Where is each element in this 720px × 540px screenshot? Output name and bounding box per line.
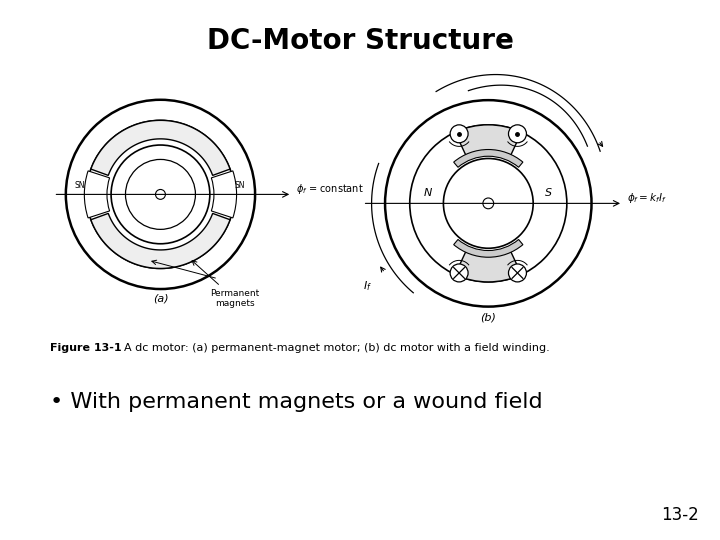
Circle shape	[111, 145, 210, 244]
Text: • With permanent magnets or a wound field: • With permanent magnets or a wound fiel…	[50, 392, 543, 413]
Circle shape	[86, 120, 235, 268]
Circle shape	[508, 264, 526, 282]
Circle shape	[385, 100, 592, 307]
Text: SN: SN	[75, 181, 86, 190]
Circle shape	[508, 125, 526, 143]
Text: SN: SN	[234, 181, 245, 190]
Wedge shape	[455, 125, 521, 157]
Wedge shape	[455, 250, 521, 282]
Polygon shape	[91, 213, 230, 268]
Wedge shape	[84, 171, 109, 218]
Text: S: S	[545, 188, 552, 198]
Text: A dc motor: (a) permanent-magnet motor; (b) dc motor with a field winding.: A dc motor: (a) permanent-magnet motor; …	[117, 343, 549, 353]
Circle shape	[410, 125, 567, 282]
Polygon shape	[91, 120, 230, 176]
Circle shape	[444, 159, 534, 248]
Text: $\phi_f$ = constant: $\phi_f$ = constant	[296, 183, 364, 197]
Wedge shape	[212, 171, 237, 218]
Text: (b): (b)	[480, 312, 496, 322]
Text: 13-2: 13-2	[661, 506, 698, 524]
Wedge shape	[454, 239, 523, 257]
Text: N: N	[423, 188, 432, 198]
Text: (a): (a)	[153, 293, 168, 303]
Circle shape	[450, 125, 468, 143]
Wedge shape	[454, 150, 523, 167]
Text: $I_f$: $I_f$	[363, 280, 372, 293]
Text: DC-Motor Structure: DC-Motor Structure	[207, 27, 513, 55]
Text: $\phi_f = k_f I_f$: $\phi_f = k_f I_f$	[627, 191, 667, 205]
Text: Permanent
magnets: Permanent magnets	[192, 261, 259, 308]
Circle shape	[450, 264, 468, 282]
Circle shape	[66, 100, 255, 289]
Text: Figure 13-1: Figure 13-1	[50, 343, 122, 353]
